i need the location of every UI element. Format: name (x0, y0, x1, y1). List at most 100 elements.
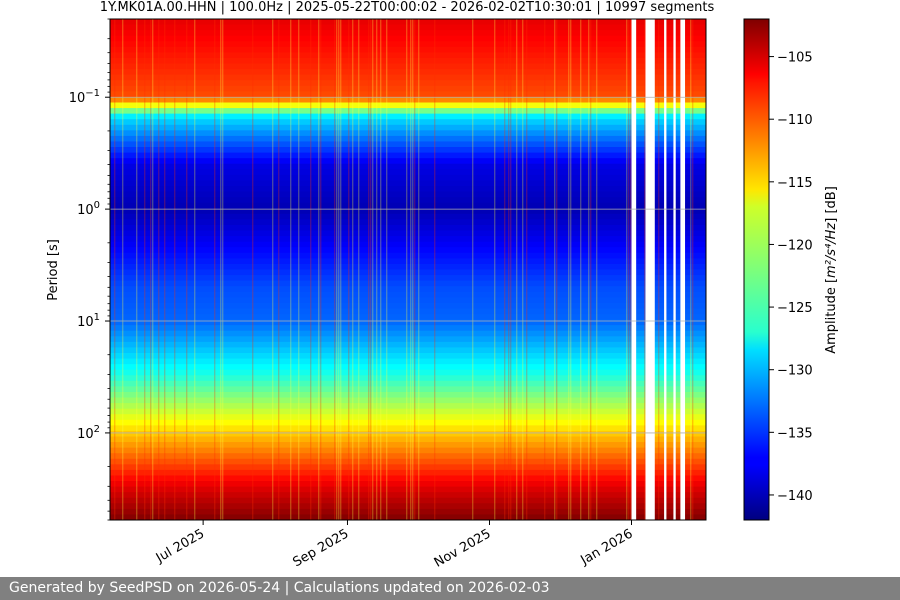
variability-stripe (334, 19, 336, 520)
spectrum-band (110, 113, 706, 120)
spectrum-band (110, 419, 706, 426)
spectrum-band (110, 85, 706, 92)
variability-stripe (278, 19, 280, 520)
variability-stripe (164, 19, 166, 520)
spectrum-band (110, 124, 706, 131)
data-gap (664, 19, 667, 520)
variability-stripe (596, 19, 598, 520)
variability-stripe (556, 19, 558, 520)
spectrum-band (110, 263, 706, 271)
spectrum-band (110, 180, 706, 187)
variability-stripe (348, 19, 350, 520)
variability-stripe (526, 19, 528, 520)
spectrum-band (110, 453, 706, 460)
spectrum-band (110, 96, 706, 104)
variability-stripe (136, 19, 138, 520)
spectrum-band (110, 174, 706, 182)
spectrum-band (110, 213, 706, 220)
variability-stripe (158, 19, 160, 520)
variability-stripe (320, 19, 322, 520)
variability-stripe (114, 19, 116, 520)
spectrum-band (110, 302, 706, 310)
colorbar-tick-label: −125 (777, 301, 813, 316)
spectrum-band (110, 69, 706, 76)
variability-stripe (252, 19, 254, 520)
x-axis-ticks: Jul 2025 Sep 2025 Nov 2025 Jan 2026 (153, 520, 636, 571)
spectrum-band (110, 119, 706, 126)
spectrum-band (110, 280, 706, 287)
variability-stripe (644, 19, 646, 520)
variability-stripe (310, 19, 312, 520)
variability-stripe (298, 19, 300, 520)
x-tick-label: Sep 2025 (291, 526, 352, 570)
spectrum-band (110, 447, 706, 454)
spectrum-band (110, 224, 706, 232)
spectrum-band (110, 186, 706, 193)
colorbar-tick-label: −120 (777, 238, 813, 253)
variability-stripe (406, 19, 408, 520)
data-gap (680, 19, 686, 520)
spectrum-band (110, 241, 706, 248)
colorbar-tick-label: −105 (777, 51, 813, 66)
grid-lines (110, 96, 706, 434)
variability-stripe (380, 19, 382, 520)
variability-stripe (554, 19, 556, 520)
variability-stripe (580, 19, 582, 520)
spectrum-band (110, 35, 706, 42)
x-tick-label: Jan 2026 (578, 526, 636, 568)
y-tick-label: 102 (77, 424, 100, 442)
variability-stripe (568, 19, 570, 520)
spectrum-band (110, 24, 706, 31)
colorbar-tick-label: −135 (777, 426, 813, 441)
spectrum-band (110, 258, 706, 265)
spectrum-band (110, 325, 706, 332)
variability-stripe (152, 19, 154, 520)
variability-stripe (338, 19, 340, 520)
spectrum-band (110, 430, 706, 438)
spectrum-band (110, 403, 706, 410)
variability-stripe (174, 19, 176, 520)
spectrum-band (110, 252, 706, 259)
spectrum-band (110, 102, 706, 109)
spectrum-band (110, 169, 706, 176)
variability-stripe (214, 19, 216, 520)
spectrum-band (110, 57, 706, 65)
colorbar (743, 18, 770, 521)
spectrum-band (110, 314, 706, 321)
colorbar-tick-label: −130 (777, 364, 813, 379)
variability-stripe (150, 19, 152, 520)
y-tick-label: 101 (77, 312, 100, 330)
spectrum-band (110, 208, 706, 215)
spectrum-band (110, 391, 706, 399)
spectrum-band (110, 481, 706, 488)
variability-stripe (336, 19, 338, 520)
variability-stripe (690, 19, 692, 520)
variability-stripe (372, 19, 374, 520)
chart-title: 1Y.MK01A.00.HHN | 100.0Hz | 2025-05-22T0… (100, 0, 715, 15)
data-gap (673, 19, 676, 520)
spectrum-band (110, 219, 706, 226)
plot-frame (109, 18, 707, 521)
spectrum-band (110, 108, 706, 115)
spectrum-band (110, 386, 706, 393)
variability-stripe (588, 19, 590, 520)
variability-stripe (626, 19, 628, 520)
variability-stripe (340, 19, 342, 520)
spectrum-band (110, 63, 706, 70)
spectrum-band (110, 341, 706, 349)
variability-stripe (368, 19, 370, 520)
spectrum-band (110, 414, 706, 421)
variability-stripe (272, 19, 274, 520)
spectrum-band (110, 508, 706, 516)
variability-stripe (570, 19, 572, 520)
variability-stripe (144, 19, 146, 520)
spectrum-band (110, 353, 706, 360)
spectrum-band (110, 514, 706, 520)
spectrum-band (110, 347, 706, 354)
figure: 1Y.MK01A.00.HHN | 100.0Hz | 2025-05-22T0… (46, 0, 839, 571)
spectrum-band (110, 497, 706, 504)
variability-stripe (194, 19, 196, 520)
spectrum-band (110, 308, 706, 315)
variability-stripe (412, 19, 414, 520)
footer-bar: Generated by SeedPSD on 2026-05-24 | Cal… (0, 577, 900, 600)
